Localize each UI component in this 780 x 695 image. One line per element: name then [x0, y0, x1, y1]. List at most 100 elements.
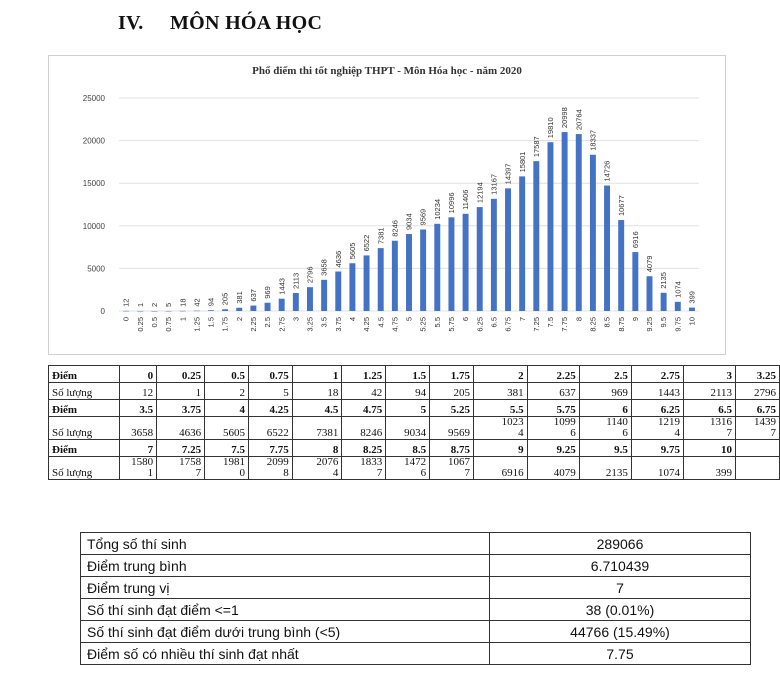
score-cell: 2113 [682, 382, 737, 400]
x-tick-label: 0 [122, 317, 131, 321]
score-cell: 9 [472, 439, 528, 457]
bar [505, 188, 511, 311]
bar [207, 310, 214, 311]
x-tick-label: 4.5 [376, 317, 385, 327]
bar [420, 229, 427, 311]
score-cell: 205 [429, 382, 474, 400]
bar-value-label: 10677 [617, 195, 626, 216]
score-cell: 1316 7 [682, 416, 737, 440]
x-tick-label: 9.5 [659, 317, 668, 327]
score-cell: 7381 [291, 416, 343, 440]
x-tick-label: 6.75 [504, 317, 513, 332]
score-cell: 6.75 [735, 399, 780, 417]
bar [561, 132, 568, 311]
score-cell: 4.5 [291, 399, 343, 417]
bar [632, 252, 639, 311]
score-table-row: Điểm 0 0.25 0.5 0.75 1 1.25 1.5 1.75 2 2.25 2.5 2.75… [48, 365, 780, 383]
score-cell: 9569 [429, 416, 474, 440]
bar-value-label: 4079 [645, 256, 654, 273]
score-cell: 10 [682, 439, 737, 457]
bar-value-label: 7381 [376, 227, 385, 244]
x-tick-label: 1 [178, 317, 187, 321]
x-tick-label: 6.25 [475, 317, 484, 332]
score-cell: 8.5 [385, 439, 431, 457]
summary-key: Tổng số thí sinh [80, 532, 490, 555]
bar [674, 301, 681, 311]
section-title: MÔN HÓA HỌC [170, 12, 323, 34]
score-cell: 4.75 [341, 399, 387, 417]
x-tick-label: 7.75 [560, 317, 569, 332]
x-tick-label: 10 [688, 317, 697, 325]
bar-value-label: 1 [136, 303, 145, 307]
bar-value-label: 969 [263, 286, 272, 299]
x-tick-label: 1.75 [221, 317, 230, 332]
score-cell: 5 [385, 399, 431, 417]
score-cell: 8.75 [429, 439, 474, 457]
bar [448, 217, 455, 311]
score-table-row: Điểm 7 7.25 7.5 7.75 8 8.25 8.5 8.75 9 9.25 9.5 9.75… [48, 439, 780, 457]
bar [264, 302, 271, 311]
bar-value-label: 1074 [673, 281, 682, 298]
x-tick-label: 4 [348, 317, 357, 321]
score-cell: 6522 [247, 416, 293, 440]
bar-value-label: 5 [164, 303, 173, 307]
bar [547, 142, 554, 311]
score-cell: 2 [204, 382, 249, 400]
x-tick-label: 4.75 [390, 317, 399, 332]
bar [434, 223, 441, 311]
score-cell: 0.25 [156, 365, 206, 383]
summary-table: Tổng số thí sinh 289066 Điểm trung bình 6.7… [80, 532, 751, 665]
summary-row: Điểm trung vị 7 [80, 576, 751, 599]
score-cell: 1.5 [385, 365, 431, 383]
chart-title: Phổ điểm thi tốt nghiệp THPT - Môn Hóa h… [252, 65, 522, 77]
x-tick-label: 0.25 [136, 317, 145, 332]
y-tick-label: 0 [101, 307, 106, 316]
score-cell: 4636 [156, 416, 206, 440]
bar [391, 240, 398, 311]
score-cell: 7.5 [204, 439, 249, 457]
score-cell: 3.25 [735, 365, 780, 383]
summary-key: Số thí sinh đạt điểm <=1 [80, 598, 490, 621]
bar [165, 310, 172, 312]
x-tick-label: 3 [291, 317, 300, 321]
x-tick-label: 1.25 [192, 317, 201, 332]
score-cell: 9034 [385, 416, 431, 440]
score-cell: 2076 4 [291, 456, 343, 480]
x-tick-label: 3.5 [320, 317, 329, 327]
score-cell: 5.5 [472, 399, 528, 417]
x-tick-label: 4.25 [362, 317, 371, 332]
score-cell: 1981 0 [204, 456, 249, 480]
row-label: Điểm [48, 365, 120, 383]
summary-key: Điểm trung bình [80, 554, 490, 577]
x-tick-label: 7 [518, 317, 527, 321]
score-cell: 5.75 [526, 399, 580, 417]
score-cell: 3.5 [118, 399, 158, 417]
bar-value-label: 2135 [659, 272, 668, 289]
score-cell: 2.5 [578, 365, 632, 383]
score-cell: 18 [291, 382, 343, 400]
score-cell: 637 [526, 382, 580, 400]
bar [151, 310, 158, 312]
bar-value-label: 12 [122, 299, 131, 307]
score-cell: 381 [472, 382, 528, 400]
score-cell: 1833 7 [341, 456, 387, 480]
score-cell: 6.5 [682, 399, 737, 417]
bar [660, 292, 667, 311]
bar-value-label: 20764 [574, 109, 583, 130]
bar [193, 310, 200, 312]
score-cell: 8 [291, 439, 343, 457]
score-cell: 1067 7 [429, 456, 474, 480]
bar [604, 185, 611, 311]
bar-value-label: 11406 [461, 190, 470, 210]
summary-key: Điểm số có nhiều thí sinh đạt nhất [80, 642, 490, 665]
summary-row: Số thí sinh đạt điểm dưới trung bình (<5… [80, 620, 751, 643]
bar-value-label: 18 [178, 299, 187, 307]
bar [222, 309, 229, 311]
bar-value-label: 6522 [362, 235, 371, 252]
score-cell: 5.25 [429, 399, 474, 417]
score-cell: 1140 6 [578, 416, 632, 440]
y-tick-label: 20000 [83, 137, 106, 146]
x-tick-label: 9 [631, 317, 640, 321]
score-cell: 8.25 [341, 439, 387, 457]
score-cell: 6 [578, 399, 632, 417]
